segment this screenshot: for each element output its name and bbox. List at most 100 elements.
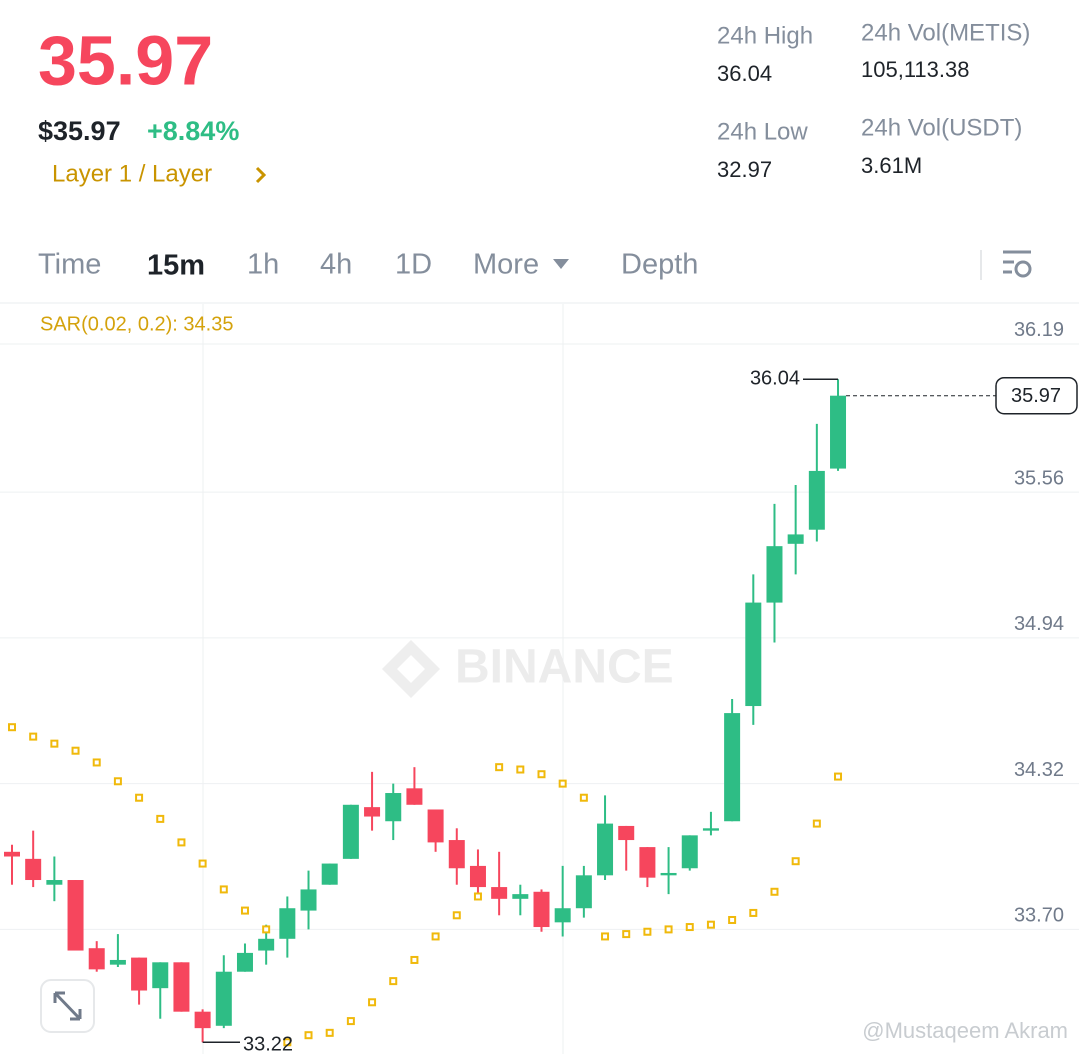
stat-label: 24h Low <box>717 118 808 145</box>
tab[interactable]: 1h <box>247 249 279 281</box>
candle-body <box>215 971 232 1026</box>
tab[interactable]: 1D <box>395 249 432 281</box>
stat-label: 24h High <box>717 22 813 49</box>
sar-dot <box>749 908 758 917</box>
tab[interactable]: Depth <box>621 249 698 281</box>
candle-body <box>152 962 169 989</box>
tab[interactable]: More <box>473 249 539 281</box>
sar-dot <box>156 814 165 823</box>
y-tick-label: 34.94 <box>1014 613 1064 635</box>
tab[interactable]: Time <box>38 249 101 281</box>
expand-icon <box>53 991 82 1021</box>
sar-dot <box>113 777 122 786</box>
settings-icon[interactable] <box>1003 250 1032 278</box>
y-tick-label: 35.56 <box>1014 467 1064 489</box>
sar-dot <box>283 1038 292 1047</box>
y-tick-label: 36.19 <box>1014 319 1064 341</box>
last-price: 35.97 <box>38 21 213 99</box>
sar-dot <box>452 911 461 920</box>
candle-body <box>660 872 677 876</box>
tab[interactable]: 4h <box>320 249 352 281</box>
candle-body <box>745 602 762 707</box>
sar-dot <box>537 770 546 779</box>
sar-dot <box>410 955 419 964</box>
sar-dot <box>579 793 588 802</box>
sar-dot <box>516 765 525 774</box>
y-tick-label: 34.32 <box>1014 759 1064 781</box>
stat-label: 24h Vol(METIS) <box>861 19 1030 46</box>
stat-value: 36.04 <box>717 61 772 86</box>
sar-dot <box>177 838 186 847</box>
sar-dot <box>135 793 144 802</box>
sar-dot <box>346 1017 355 1026</box>
last-price-box <box>995 376 1078 415</box>
sar-dot <box>664 925 673 934</box>
sar-dot <box>706 920 715 929</box>
tab-active[interactable]: 15m <box>147 250 205 282</box>
sar-dot <box>71 746 80 755</box>
y-tick-label: 33.70 <box>1014 905 1064 927</box>
min-marker: 33.22 <box>243 1034 293 1054</box>
sar-dot <box>368 998 377 1007</box>
candle-body <box>321 863 338 885</box>
sar-dot <box>262 925 271 934</box>
candle-body <box>131 957 148 991</box>
sar-dot <box>198 859 207 868</box>
candle-body <box>491 887 508 899</box>
stat-label: 24h Vol(USDT) <box>861 114 1022 141</box>
sar-dot <box>92 758 101 767</box>
sar-dot <box>473 892 482 901</box>
candle-body <box>109 959 126 965</box>
candle-body <box>279 908 296 939</box>
candle-body <box>808 470 825 530</box>
price-change: +8.84% <box>147 116 239 146</box>
stat-value: 32.97 <box>717 157 772 182</box>
watermark-logo <box>382 640 440 698</box>
sar-dot <box>622 930 631 939</box>
sar-dot <box>685 923 694 932</box>
candle-body <box>300 889 317 911</box>
candle-body <box>25 858 42 881</box>
watermark: BINANCE <box>455 641 674 694</box>
sar-dot <box>219 885 228 894</box>
candle-body <box>385 793 402 822</box>
sar-dot <box>304 1031 313 1040</box>
sar-dot <box>50 739 59 748</box>
sar-dot <box>8 723 16 732</box>
candle-body <box>236 952 253 972</box>
sar-dot <box>389 977 398 986</box>
candle-body <box>88 948 105 970</box>
candle-body <box>469 865 486 888</box>
candle-body <box>448 840 465 869</box>
price-usd: $35.97 <box>38 116 121 146</box>
candle-body <box>67 880 84 951</box>
candle-body <box>194 1011 211 1029</box>
candle-body <box>4 851 20 857</box>
max-marker: 36.04 <box>750 368 800 390</box>
candle-body <box>597 823 614 876</box>
candle-body <box>512 894 529 899</box>
sar-dot <box>601 932 610 941</box>
dropdown-arrow <box>553 259 569 269</box>
sar-dot <box>812 819 821 828</box>
candle-body <box>787 534 804 544</box>
plot: 33.70 34.32 34.94 35.56 36.19 36.04 33.22 35.97 <box>0 319 1079 1054</box>
candle-body <box>427 809 444 843</box>
candle-body <box>724 713 741 822</box>
sar-dot <box>643 927 652 936</box>
sar-dot <box>29 732 38 741</box>
tag[interactable]: Layer 1 / Layer <box>52 160 212 187</box>
stat-value: 105,113.38 <box>861 57 969 82</box>
stat-value: 3.61M <box>861 153 922 178</box>
sar-dot <box>834 772 843 781</box>
credit: @Mustaqeem Akram <box>862 1018 1068 1043</box>
candle-body <box>554 908 571 923</box>
candle-body <box>681 835 698 869</box>
chevron <box>255 166 267 184</box>
sar-dot <box>728 915 737 924</box>
candle-body <box>173 962 190 1012</box>
candle-body <box>258 938 275 951</box>
candle-body <box>46 880 63 885</box>
candle-body <box>342 804 359 859</box>
